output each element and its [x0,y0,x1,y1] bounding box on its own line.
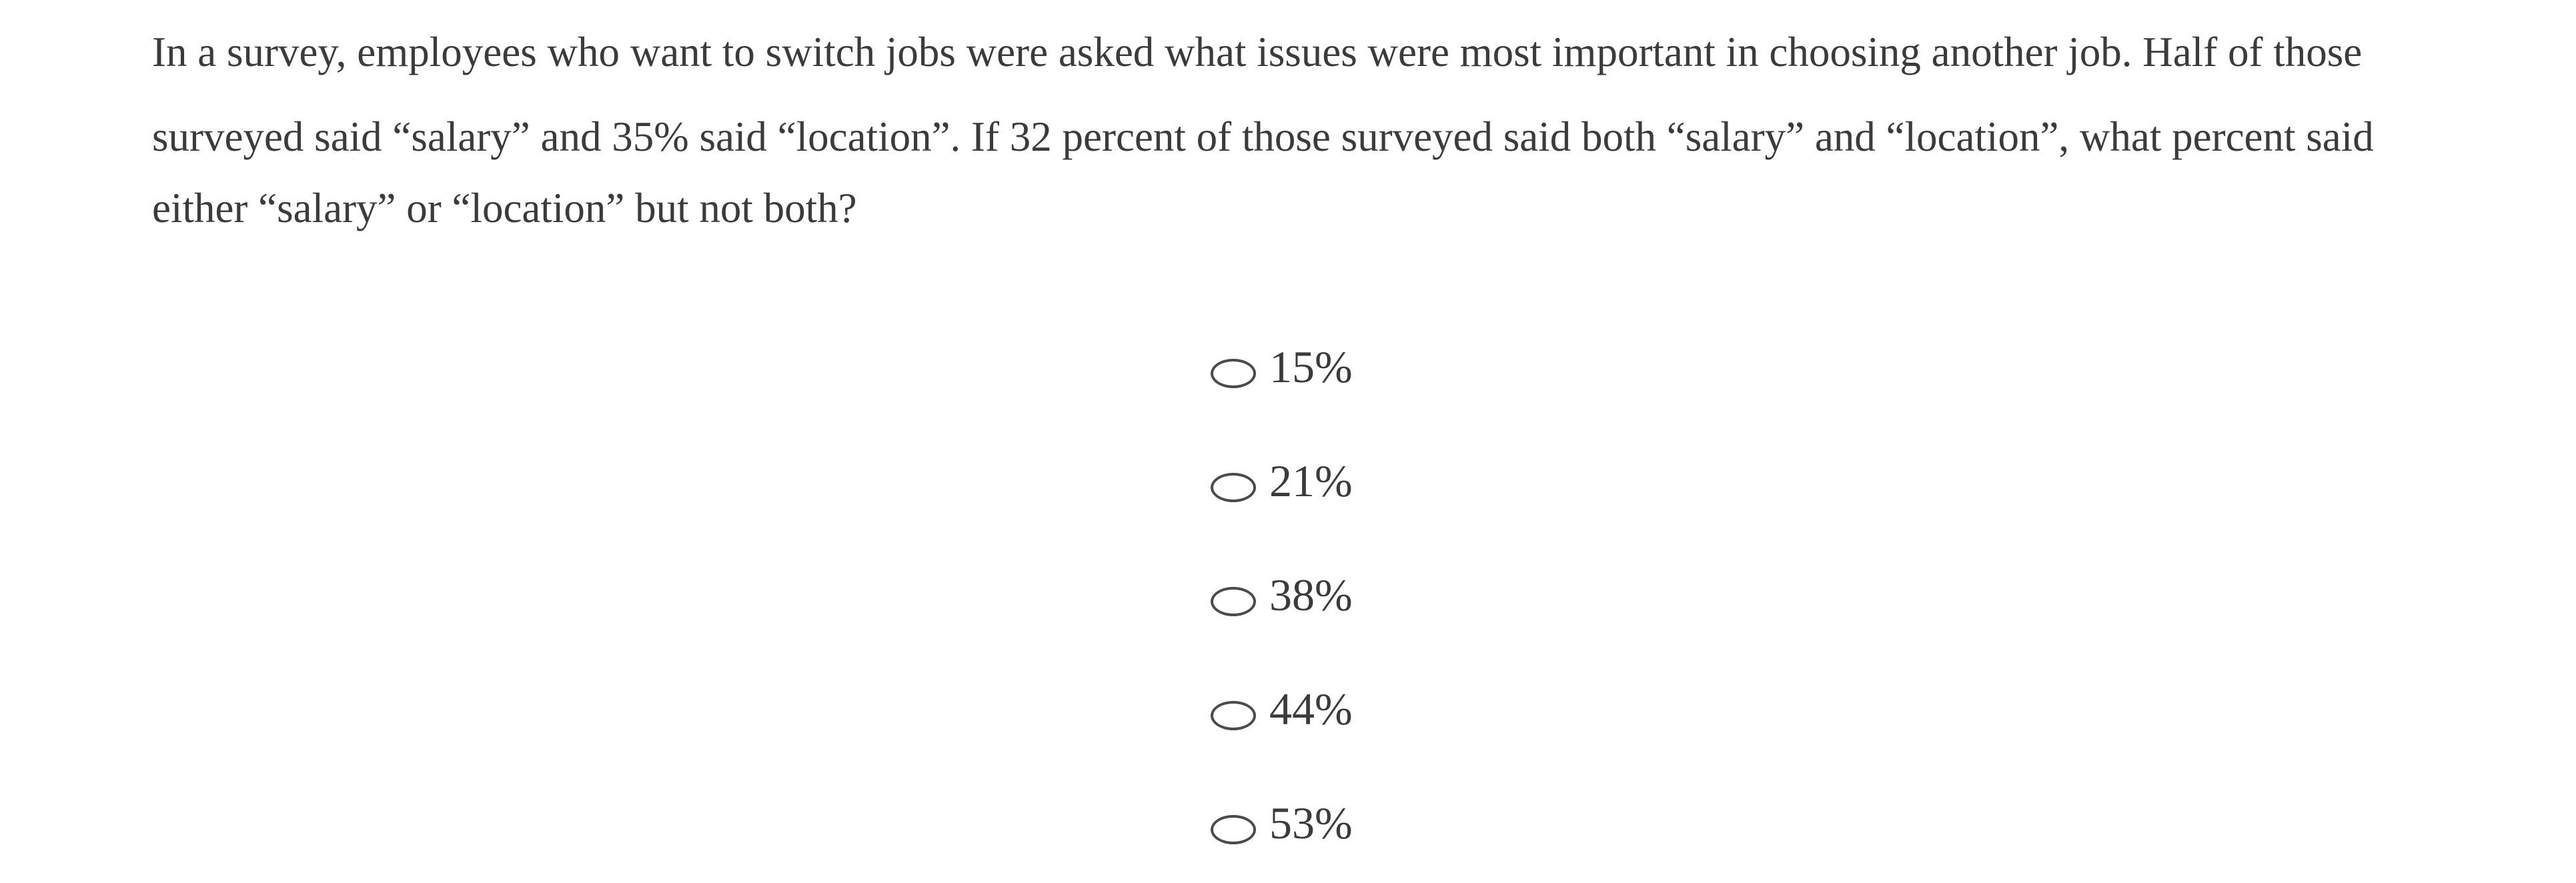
radio-button-icon[interactable] [1211,473,1256,502]
radio-button-icon[interactable] [1211,815,1256,844]
answer-option-label: 38% [1269,570,1353,620]
answer-option-label: 53% [1269,798,1353,848]
answer-option[interactable]: 15% [1211,344,1353,389]
answer-option-label: 15% [1269,341,1353,392]
radio-button-icon[interactable] [1211,587,1256,616]
answer-option-label: 21% [1269,456,1353,506]
radio-button-icon[interactable] [1211,359,1256,388]
question-text: In a survey, employees who want to switc… [152,31,2374,229]
question-line: surveyed said “salary” and 35% said “loc… [152,113,2374,160]
answer-option[interactable]: 38% [1211,572,1353,618]
answer-option[interactable]: 53% [1211,800,1353,846]
question-line: In a survey, employees who want to switc… [152,29,2363,75]
answer-options: 15% 21% 38% 44% 53% [1211,344,1353,846]
answer-option[interactable]: 44% [1211,686,1353,732]
answer-option-label: 44% [1269,684,1353,734]
question-line: either “salary” or “location” but not bo… [152,185,857,231]
answer-option[interactable]: 21% [1211,458,1353,504]
radio-button-icon[interactable] [1211,701,1256,730]
